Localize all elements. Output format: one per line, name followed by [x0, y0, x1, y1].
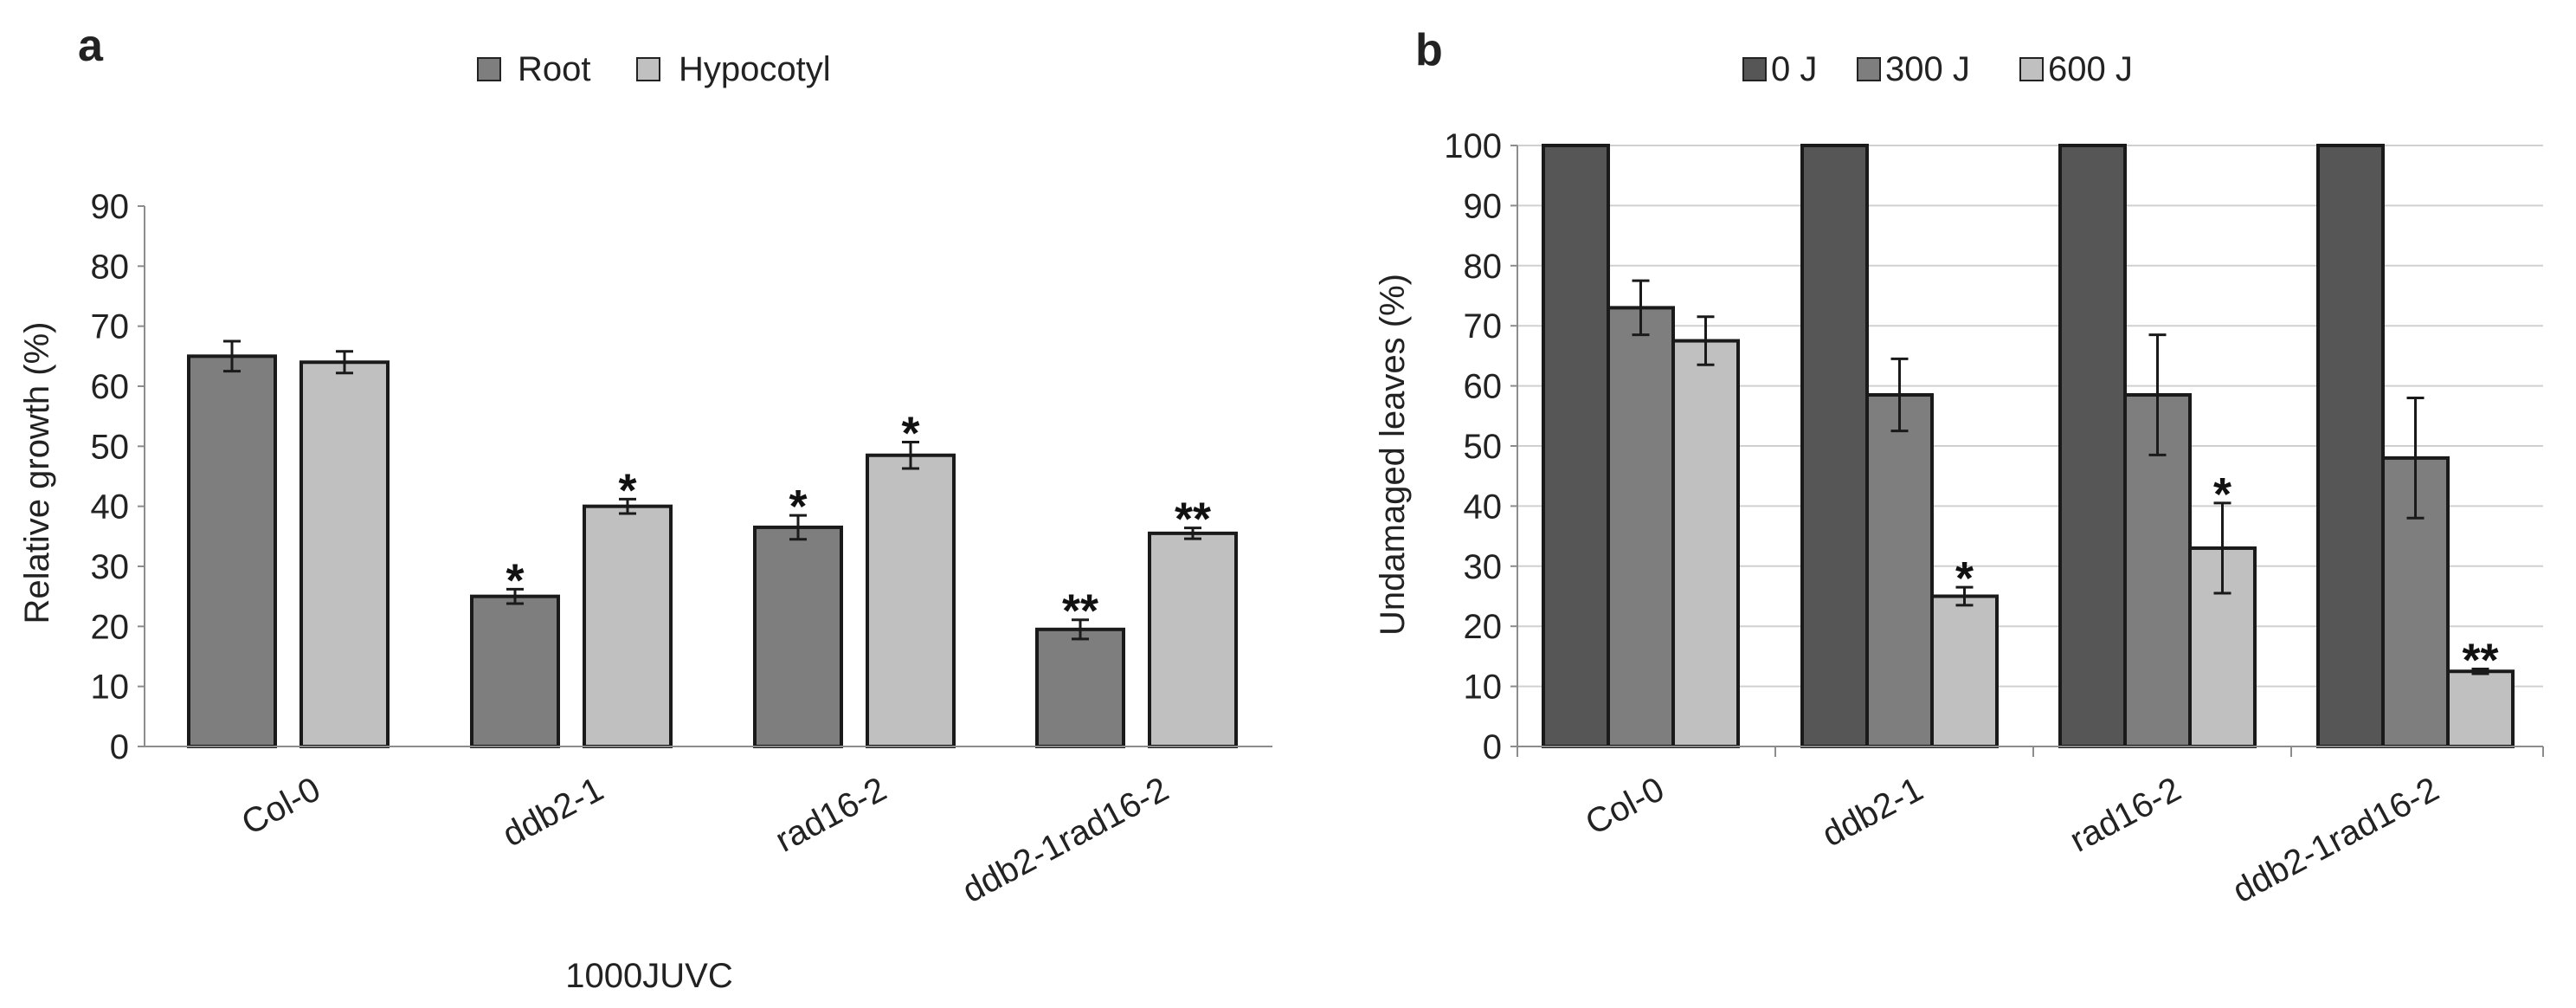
bar-0-j-ddb2-1: [1800, 144, 1869, 748]
bar-hypocotyl-rad16-2: [866, 453, 956, 748]
y-tick-label: 40: [1464, 488, 1503, 526]
panel-a-label: a: [78, 21, 104, 71]
bar-root-ddb2-1rad16-2: [1035, 627, 1125, 748]
legend-label-hypocotyl: Hypocotyl: [679, 50, 831, 88]
legend-swatch-600j: [2019, 57, 2044, 81]
x-tick-label-ddb2-1: ddb2-1: [497, 770, 610, 854]
bar-0-j-ddb2-1rad16-2: [2316, 144, 2385, 748]
significance-mark-hypocotyl-ddb2-1: *: [618, 464, 636, 516]
panel-a: a Root Hypocotyl Relative growth (%) 0 10…: [18, 21, 1272, 995]
x-tick-label-ddb2-1rad16-2: ddb2-1rad16-2: [956, 770, 1175, 910]
y-tick-label: 70: [1464, 307, 1503, 346]
bar-hypocotyl-ddb2-1rad16-2: [1148, 531, 1238, 748]
y-tick-label: 50: [91, 428, 130, 466]
y-tick-label: 60: [1464, 368, 1503, 406]
bar-hypocotyl-ddb2-1: [583, 504, 673, 749]
bar-0-j-col-0: [1542, 144, 1610, 748]
bar-300-j-ddb2-1: [1865, 393, 1934, 748]
x-tick-label-rad16-2: rad16-2: [770, 770, 892, 860]
bar-root-ddb2-1: [470, 594, 560, 749]
significance-mark-root-rad16-2: *: [789, 481, 807, 533]
panel-b-label: b: [1415, 25, 1443, 75]
panel-a-xlabel: 1000JUVC: [565, 957, 732, 995]
bar-300-j-col-0: [1607, 306, 1675, 748]
significance-mark-root-ddb2-1: *: [506, 554, 524, 606]
y-tick-label: 80: [1464, 248, 1503, 286]
x-tick-label-ddb2-1: ddb2-1: [1816, 770, 1929, 854]
legend-label-600j: 600 J: [2048, 50, 2133, 88]
y-tick-label: 20: [1464, 608, 1503, 646]
y-tick-label: 80: [91, 248, 130, 286]
bar-600-j-ddb2-1: [1930, 594, 1999, 748]
bar-hypocotyl-col-0: [299, 360, 390, 748]
legend-label-0j: 0 J: [1771, 50, 1817, 88]
panel-b-legend: 0 J 300 J 600 J: [1742, 50, 2133, 88]
y-tick-label: 0: [1483, 728, 1502, 766]
y-tick-label: 100: [1444, 127, 1502, 165]
significance-mark-root-ddb2-1rad16-2: **: [1062, 585, 1098, 637]
significance-mark-hypocotyl-ddb2-1rad16-2: **: [1175, 494, 1211, 546]
significance-mark-hypocotyl-rad16-2: *: [901, 407, 919, 459]
bar-root-col-0: [187, 354, 277, 748]
x-tick-label-col-0: Col-0: [1580, 770, 1671, 843]
significance-mark-600-j-rad16-2: *: [2213, 468, 2231, 520]
y-tick-label: 10: [1464, 669, 1503, 707]
y-tick-label: 60: [91, 368, 130, 406]
bar-root-rad16-2: [753, 525, 843, 749]
y-tick-label: 70: [91, 308, 130, 346]
legend-swatch-300j: [1857, 57, 1881, 81]
y-tick-label: 0: [110, 728, 129, 766]
significance-mark-600-j-ddb2-1rad16-2: **: [2462, 634, 2498, 686]
x-tick-label-col-0: Col-0: [235, 770, 326, 843]
y-tick-label: 90: [91, 188, 130, 226]
panel-a-legend: Root Hypocotyl: [477, 50, 831, 88]
bar-0-j-rad16-2: [2058, 144, 2127, 748]
x-tick-label-ddb2-1rad16-2: ddb2-1rad16-2: [2226, 770, 2444, 910]
legend-swatch-root: [477, 57, 501, 81]
y-tick-label: 10: [91, 669, 130, 707]
panel-b: b 0 J 300 J 600 J Undamaged leaves (%) 0…: [1374, 25, 2544, 910]
significance-mark-600-j-ddb2-1: *: [1955, 552, 1974, 604]
panel-b-ylabel: Undamaged leaves (%): [1374, 274, 1412, 636]
y-tick-label: 30: [1464, 548, 1503, 586]
legend-swatch-0j: [1742, 57, 1767, 81]
legend-label-300j: 300 J: [1885, 50, 1970, 88]
y-tick-label: 40: [91, 488, 130, 527]
y-tick-label: 90: [1464, 187, 1503, 225]
y-tick-label: 30: [91, 548, 130, 586]
legend-swatch-hypocotyl: [636, 57, 660, 81]
y-tick-label: 20: [91, 608, 130, 646]
x-tick-label-rad16-2: rad16-2: [2064, 770, 2186, 860]
bar-600-j-col-0: [1671, 339, 1740, 748]
y-tick-label: 50: [1464, 428, 1503, 466]
legend-label-root: Root: [518, 50, 591, 88]
panel-a-ylabel: Relative growth (%): [18, 321, 56, 624]
